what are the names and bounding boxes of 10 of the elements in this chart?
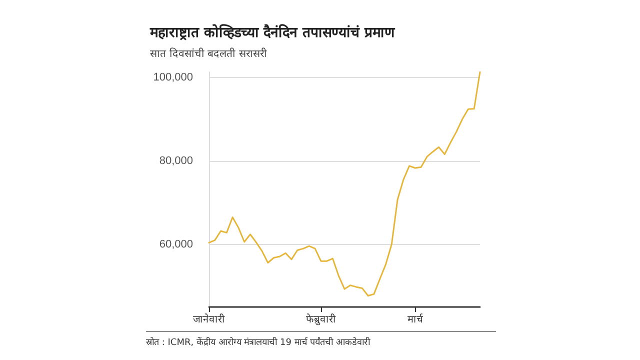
chart-subtitle: सात दिवसांची बदलती सरासरी (150, 46, 268, 60)
x-tick-label: मार्च (408, 314, 424, 326)
chart-title: महाराष्ट्रात कोव्हिडच्या दैनंदिन तपासण्यांचं प्रमाण (150, 23, 394, 41)
line-series (208, 71, 481, 296)
text: स्रोत : ICMR, केंद्रीय आरोग्य मंत्रालयाची 19 मार्च पर्यंतची आकडेवारी (146, 331, 496, 348)
y-tick-label: 80,000 (159, 154, 193, 167)
x-tick-label: जानेवारी (193, 314, 225, 326)
x-tick-label: फेब्रुवारी (306, 314, 336, 326)
y-tick-label: 60,000 (159, 238, 193, 250)
y-tick-label: 100,000 (153, 71, 193, 84)
